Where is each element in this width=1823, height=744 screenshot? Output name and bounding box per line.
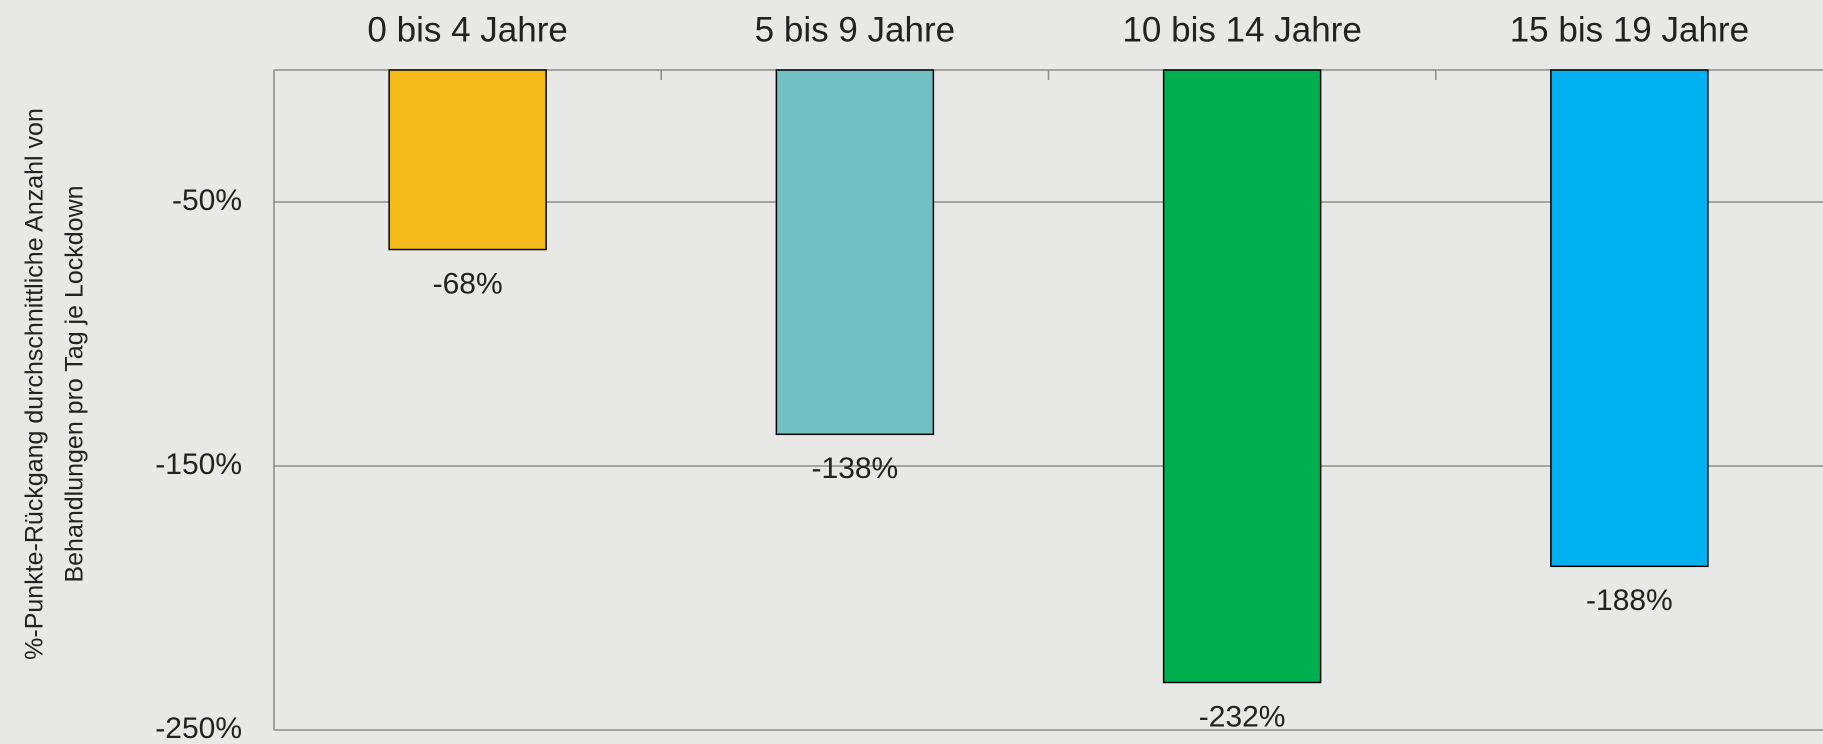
value-label: -232% [1199,700,1286,733]
bar [1550,69,1709,568]
y-axis-title-line: %-Punkte-Rückgang durchschnittliche Anza… [21,108,49,660]
y-tick-label: -250% [155,712,242,744]
value-label: -68% [433,267,503,300]
y-tick-label: -150% [155,448,242,481]
bar [775,69,935,436]
x-tick-label: 5 bis 9 Jahre [755,10,955,49]
value-label: -188% [1586,584,1673,617]
x-tick-label: 10 bis 14 Jahre [1122,10,1361,49]
bar [1162,69,1322,684]
x-tick-label: 0 bis 4 Jahre [367,10,567,49]
y-axis-title-line: Behandlungen pro Tag je Lockdown [61,185,89,582]
y-tick-label: -50% [172,184,242,217]
value-label: -138% [812,452,899,485]
bar [388,69,547,251]
x-tick-label: 15 bis 19 Jahre [1510,10,1749,49]
y-axis-title: %-Punkte-Rückgang durchschnittliche Anza… [21,108,89,660]
